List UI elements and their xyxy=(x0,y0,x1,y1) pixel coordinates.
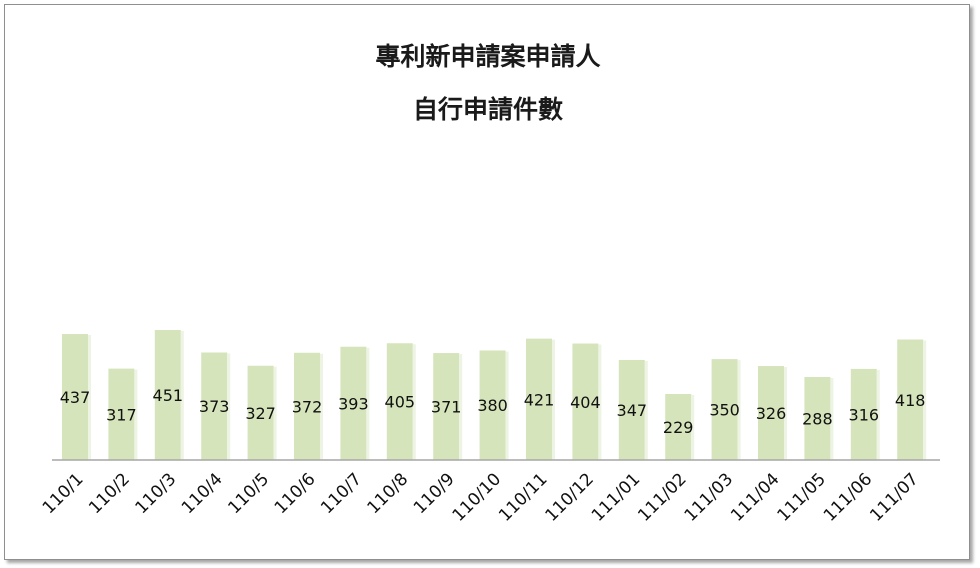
x-tick-label-110/12: 110/12 xyxy=(541,469,597,525)
x-tick-label-110/1: 110/1 xyxy=(39,469,88,518)
bar-edge-111/05 xyxy=(830,377,834,460)
bar-110/9 xyxy=(433,353,460,460)
bar-edge-111/03 xyxy=(737,360,741,460)
data-label-110/3: 451 xyxy=(153,386,184,405)
bars-layer xyxy=(62,330,927,460)
bar-110/2 xyxy=(108,368,135,460)
x-tick-label-111/06: 111/06 xyxy=(820,469,876,525)
bar-edge-110/4 xyxy=(227,353,231,460)
bar-110/6 xyxy=(294,352,320,460)
bar-edge-110/7 xyxy=(366,347,370,460)
data-label-111/03: 350 xyxy=(709,401,740,420)
chart-frame: 專利新申請案申請人 自行申請件數 437 317 451 373 327 372 393 40… xyxy=(4,4,970,560)
data-label-111/07: 418 xyxy=(895,391,926,410)
bar-edge-110/8 xyxy=(412,344,416,460)
bar-110/5 xyxy=(247,365,274,460)
bar-edge-111/04 xyxy=(784,367,787,460)
bar-edge-110/5 xyxy=(273,366,277,460)
bar-edge-111/02 xyxy=(691,394,695,460)
x-tick-label-111/03: 111/03 xyxy=(681,469,737,525)
data-label-111/05: 288 xyxy=(802,409,833,428)
data-label-110/2: 317 xyxy=(106,405,137,424)
data-labels-layer: 437 317 451 373 327 372 393 405 371 380 421 404 347 2… xyxy=(60,386,926,437)
bar-edge-111/07 xyxy=(923,340,927,460)
bar-edge-110/9 xyxy=(459,354,463,460)
x-tick-label-110/2: 110/2 xyxy=(85,469,134,518)
data-label-111/01: 347 xyxy=(617,401,648,420)
data-label-110/7: 393 xyxy=(338,394,369,413)
bar-110/7 xyxy=(340,346,367,460)
bar-110/1 xyxy=(62,334,88,460)
data-label-110/4: 373 xyxy=(199,397,230,416)
data-label-111/02: 229 xyxy=(663,418,694,437)
x-tick-label-110/8: 110/8 xyxy=(364,469,413,518)
bar-110/12 xyxy=(572,343,599,460)
bar-edge-111/01 xyxy=(644,360,648,460)
bar-edge-110/6 xyxy=(320,353,323,460)
data-label-110/8: 405 xyxy=(385,393,416,412)
data-label-111/04: 326 xyxy=(756,404,787,423)
x-tick-label-110/11: 110/11 xyxy=(495,469,551,525)
data-label-110/9: 371 xyxy=(431,398,462,417)
x-tick-label-111/02: 111/02 xyxy=(634,469,690,525)
bar-edge-110/1 xyxy=(88,335,91,460)
x-tick-label-111/05: 111/05 xyxy=(773,469,829,525)
bar-edge-110/11 xyxy=(552,339,555,460)
bar-111/05 xyxy=(804,376,831,460)
bar-111/02 xyxy=(665,393,692,460)
bar-edge-110/12 xyxy=(598,344,602,460)
data-label-111/06: 316 xyxy=(849,405,880,424)
data-label-110/11: 421 xyxy=(524,390,555,409)
x-tick-label-110/5: 110/5 xyxy=(224,469,273,518)
bar-chart: 專利新申請案申請人 自行申請件數 437 317 451 373 327 372 393 40… xyxy=(39,42,940,526)
data-label-110/1: 437 xyxy=(60,388,91,407)
x-tick-labels-layer: 110/1110/2110/3110/4110/5110/6110/7110/8… xyxy=(39,469,923,525)
x-tick-label-110/3: 110/3 xyxy=(132,469,181,518)
x-tick-label-110/10: 110/10 xyxy=(449,469,505,525)
data-label-110/5: 327 xyxy=(245,404,276,423)
bar-110/11 xyxy=(526,338,552,460)
x-tick-label-110/4: 110/4 xyxy=(178,469,227,518)
bar-edge-110/3 xyxy=(180,331,184,460)
x-tick-label-110/7: 110/7 xyxy=(317,469,366,518)
x-tick-label-110/6: 110/6 xyxy=(271,469,320,518)
data-label-110/6: 372 xyxy=(292,397,323,416)
bar-111/03 xyxy=(711,359,738,460)
bar-110/3 xyxy=(154,330,181,460)
chart-title-line-2: 自行申請件數 xyxy=(413,95,563,124)
data-label-110/10: 380 xyxy=(477,396,508,415)
bar-110/4 xyxy=(201,352,228,460)
x-tick-label-111/04: 111/04 xyxy=(727,469,783,525)
bar-111/06 xyxy=(850,368,877,460)
bar-110/8 xyxy=(386,343,413,460)
bar-edge-110/10 xyxy=(505,351,509,460)
bar-111/01 xyxy=(618,359,645,460)
bar-110/10 xyxy=(479,350,506,460)
x-tick-label-111/01: 111/01 xyxy=(588,469,644,525)
bar-111/07 xyxy=(897,339,924,460)
x-tick-label-111/07: 111/07 xyxy=(866,469,922,525)
bar-edge-110/2 xyxy=(134,369,138,460)
data-label-110/12: 404 xyxy=(570,393,601,412)
bar-edge-111/06 xyxy=(876,369,880,460)
chart-title-line-1: 專利新申請案申請人 xyxy=(375,42,600,71)
bar-111/04 xyxy=(758,366,784,460)
